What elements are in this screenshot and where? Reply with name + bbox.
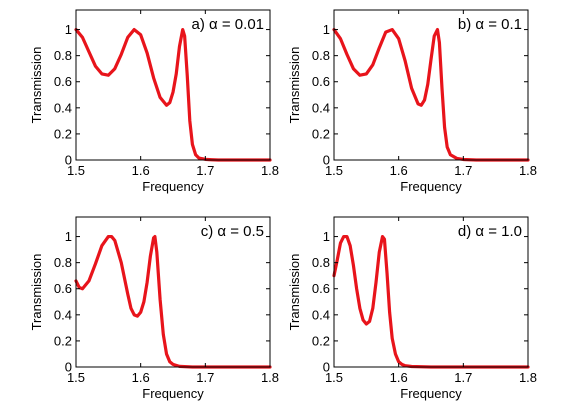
plot-frame — [75, 216, 271, 368]
chart-panel-4: 1.5 1.6 1.7 1.8 0 0.2 0.4 0.6 0.8 1 Frequency Trans… — [287, 216, 537, 401]
x-tick-label: 1.7 — [196, 163, 214, 178]
chart-panel-1: 1.5 1.6 1.7 1.8 0 0.2 0.4 0.6 0.8 1 Frequency Trans… — [29, 9, 279, 194]
y-tick-label: 0.4 — [312, 100, 330, 115]
panel-title: d) α = 1.0 — [458, 223, 522, 240]
plot-frame — [333, 216, 529, 368]
x-axis-label: Frequency — [400, 179, 462, 194]
y-tick-label: 0.4 — [312, 307, 330, 322]
y-axis-label: Transmission — [29, 254, 44, 331]
y-tick-label: 1 — [65, 229, 72, 244]
y-axis-label: Transmission — [287, 254, 302, 331]
y-tick-label: 0.2 — [54, 126, 72, 141]
plot-frame — [75, 9, 271, 161]
data-line — [332, 234, 530, 369]
y-tick-label: 1 — [323, 229, 330, 244]
y-tick-label: 0 — [323, 360, 330, 375]
y-tick-label: 0.2 — [54, 333, 72, 348]
x-tick-label: 1.7 — [196, 370, 214, 385]
y-tick-label: 0.6 — [54, 74, 72, 89]
x-axis-label: Frequency — [142, 386, 204, 401]
panel-title: a) α = 0.01 — [192, 16, 264, 33]
x-tick-label: 1.6 — [132, 163, 150, 178]
y-tick-label: 0.4 — [54, 307, 72, 322]
plot-frame — [333, 9, 529, 161]
x-tick-label: 1.7 — [454, 163, 472, 178]
y-tick-label: 0.2 — [312, 333, 330, 348]
y-axis-label: Transmission — [287, 47, 302, 124]
data-line — [74, 27, 272, 162]
x-tick-label: 1.6 — [390, 163, 408, 178]
x-axis-label: Frequency — [400, 386, 462, 401]
y-axis-label: Transmission — [29, 47, 44, 124]
y-tick-label: 0 — [65, 360, 72, 375]
x-tick-label: 1.8 — [261, 163, 279, 178]
x-tick-label: 1.5 — [67, 370, 85, 385]
y-tick-label: 0.8 — [54, 255, 72, 270]
y-tick-label: 0.6 — [312, 281, 330, 296]
y-tick-label: 0.2 — [312, 126, 330, 141]
x-axis-label: Frequency — [142, 179, 204, 194]
x-tick-label: 1.6 — [390, 370, 408, 385]
x-tick-label: 1.8 — [519, 163, 537, 178]
panel-title: c) α = 0.5 — [201, 223, 264, 240]
y-tick-label: 1 — [323, 22, 330, 37]
y-tick-label: 0.6 — [54, 281, 72, 296]
x-tick-label: 1.5 — [67, 163, 85, 178]
data-line — [74, 234, 272, 369]
x-tick-label: 1.5 — [325, 370, 343, 385]
y-tick-label: 0.4 — [54, 100, 72, 115]
y-tick-label: 0 — [323, 153, 330, 168]
y-tick-label: 0.8 — [312, 48, 330, 63]
x-tick-label: 1.5 — [325, 163, 343, 178]
y-tick-label: 0.6 — [312, 74, 330, 89]
x-tick-label: 1.6 — [132, 370, 150, 385]
data-line — [332, 27, 530, 162]
y-tick-label: 0 — [65, 153, 72, 168]
y-tick-label: 1 — [65, 22, 72, 37]
y-tick-label: 0.8 — [54, 48, 72, 63]
panel-title: b) α = 0.1 — [458, 16, 522, 33]
chart-panel-2: 1.5 1.6 1.7 1.8 0 0.2 0.4 0.6 0.8 1 Frequency Trans… — [287, 9, 537, 194]
y-tick-label: 0.8 — [312, 255, 330, 270]
x-tick-label: 1.7 — [454, 370, 472, 385]
x-tick-label: 1.8 — [261, 370, 279, 385]
chart-panel-3: 1.5 1.6 1.7 1.8 0 0.2 0.4 0.6 0.8 1 Frequency Trans… — [29, 216, 279, 401]
x-tick-label: 1.8 — [519, 370, 537, 385]
